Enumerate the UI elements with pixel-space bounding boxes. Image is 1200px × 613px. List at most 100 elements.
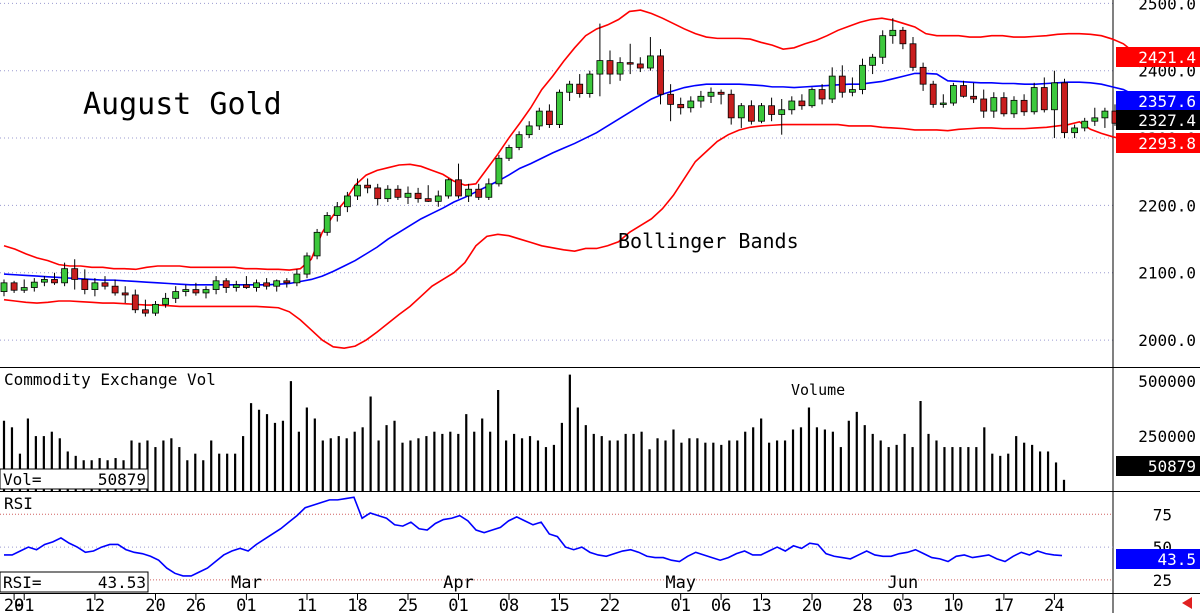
candle-body <box>667 93 674 105</box>
candle-body <box>475 188 483 198</box>
candlestick <box>939 94 947 108</box>
candle-body <box>798 100 806 107</box>
candle-body <box>1071 127 1078 134</box>
candlestick <box>61 262 68 287</box>
candlestick <box>707 87 715 104</box>
candle-body <box>455 179 462 197</box>
candlestick <box>162 292 170 308</box>
candlestick <box>91 278 99 297</box>
candlestick <box>1000 92 1008 117</box>
month-label: Jun <box>888 573 919 593</box>
candle-body <box>71 268 79 280</box>
candlestick <box>566 80 573 102</box>
volume-tag-value: 50879 <box>98 470 146 489</box>
candle-body <box>273 280 281 287</box>
rsi-panel-label: RSI <box>4 494 33 513</box>
candle-body <box>758 105 765 122</box>
candle-body <box>10 282 18 291</box>
candlestick <box>889 18 897 44</box>
candle-body <box>909 43 917 68</box>
candlestick <box>515 131 523 151</box>
candlestick <box>828 67 836 104</box>
volume-last-label: 50879 <box>1148 457 1196 476</box>
candlestick <box>929 80 937 108</box>
candle-body <box>1061 82 1068 134</box>
candlestick <box>152 301 159 316</box>
candle-body <box>263 282 271 287</box>
candle-body <box>828 75 836 100</box>
candle-body <box>212 280 220 290</box>
candlestick <box>727 89 735 125</box>
candle-body <box>788 100 796 111</box>
date-tick-label: 29 <box>4 596 24 613</box>
candlestick <box>283 278 291 288</box>
candle-body <box>879 35 887 58</box>
candle-body <box>81 279 89 290</box>
candlestick <box>798 94 806 110</box>
date-tick-label: 17 <box>994 596 1014 613</box>
volume-tag-box <box>0 468 149 490</box>
candlestick <box>424 185 432 203</box>
bollinger-upper-band <box>3 9 1146 271</box>
candle-body <box>333 206 341 216</box>
rsi-tag-value: 43.53 <box>98 573 146 592</box>
candle-body <box>51 279 58 284</box>
candle-body <box>899 29 907 45</box>
candle-body <box>20 287 28 291</box>
candle-body <box>293 273 301 284</box>
date-tick-label: 01 <box>670 596 690 613</box>
price-tag-label: 2357.6 <box>1138 92 1196 111</box>
candlestick <box>1081 117 1089 132</box>
bollinger-bands-label: Bollinger Bands <box>618 229 799 253</box>
candle-body <box>515 134 523 148</box>
candle-body <box>980 98 988 112</box>
candle-body <box>576 83 584 95</box>
candle-body <box>394 188 402 198</box>
candle-body <box>606 60 614 75</box>
candle-body <box>121 292 129 296</box>
candlestick <box>657 49 664 105</box>
candle-body <box>849 89 856 93</box>
candlestick <box>364 178 372 194</box>
date-tick-label: 08 <box>499 596 519 613</box>
candle-body <box>748 105 755 122</box>
candle-body <box>242 284 250 288</box>
price-tag-label: 2327.4 <box>1138 111 1196 130</box>
candle-body <box>222 280 230 288</box>
candlestick <box>444 178 452 199</box>
candle-body <box>950 85 957 104</box>
candlestick <box>141 299 149 317</box>
price-tick-label: 2500.0 <box>1138 0 1196 13</box>
candlestick <box>222 278 230 293</box>
candlestick <box>131 289 139 314</box>
rsi-tick-label: 75 <box>1153 505 1172 524</box>
candle-body <box>343 195 351 208</box>
candlestick <box>273 279 281 292</box>
candle-body <box>253 282 260 288</box>
candlestick <box>81 269 89 295</box>
bollinger-lower-band <box>3 121 1146 349</box>
candlestick <box>192 282 200 296</box>
candlestick <box>505 144 513 161</box>
candlestick <box>333 202 341 222</box>
candle-body <box>424 198 432 202</box>
candle-body <box>434 195 442 202</box>
candlestick <box>303 252 311 279</box>
candlestick <box>677 97 685 115</box>
candle-body <box>869 56 876 66</box>
candle-body <box>101 282 109 287</box>
candle-body <box>182 289 190 292</box>
candle-body <box>202 289 210 294</box>
rsi-tag-box <box>0 571 149 593</box>
date-tick-label: 13 <box>751 596 771 613</box>
candlestick <box>1071 124 1078 139</box>
candle-body <box>313 231 321 257</box>
candlestick <box>636 57 644 73</box>
candle-body <box>131 294 139 311</box>
candlestick <box>485 178 493 200</box>
candlestick <box>758 103 765 124</box>
candlestick <box>414 187 422 203</box>
price-tag-label: 2293.8 <box>1138 134 1196 153</box>
candle-body <box>495 157 503 185</box>
